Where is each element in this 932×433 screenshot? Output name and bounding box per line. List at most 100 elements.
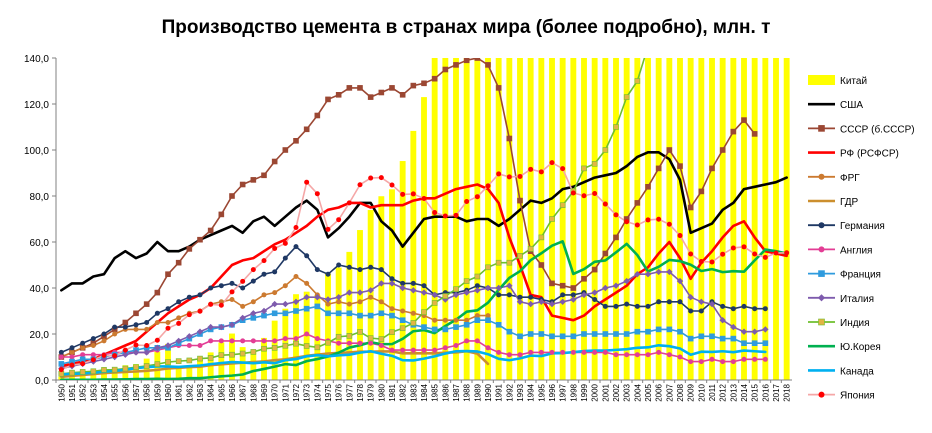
series-6-point xyxy=(474,338,480,344)
series-7-point xyxy=(591,331,598,337)
series-12-point xyxy=(741,244,747,250)
series-8-point xyxy=(623,277,630,285)
series-1-point xyxy=(666,147,673,153)
series-9-point xyxy=(282,342,289,349)
series-8-point xyxy=(452,291,460,299)
x-tick-label: 1994 xyxy=(527,383,536,401)
series-9-point xyxy=(527,246,534,252)
bar-china-1995 xyxy=(538,58,545,380)
x-tick-label: 2017 xyxy=(772,383,781,401)
series-5-point xyxy=(517,294,523,300)
series-8-point xyxy=(751,328,758,335)
y-tick-label: 100,0 xyxy=(24,146,49,157)
bar-china-1986 xyxy=(442,58,449,380)
series-3-point xyxy=(453,317,459,323)
x-tick-label: 1956 xyxy=(121,383,130,401)
series-6-point xyxy=(293,336,299,342)
series-3-point xyxy=(389,306,395,312)
series-8-point xyxy=(740,328,748,335)
y-tick-label: 0,0 xyxy=(35,376,49,387)
series-3-point xyxy=(485,313,491,319)
series-5-point xyxy=(634,303,640,309)
series-7-point xyxy=(570,333,577,340)
series-7-point xyxy=(335,310,342,317)
x-tick-label: 1950 xyxy=(57,383,66,401)
series-3-point xyxy=(218,299,224,305)
series-6-point xyxy=(752,356,758,362)
x-tick-label: 1976 xyxy=(335,383,344,401)
series-5-point xyxy=(474,283,480,289)
series-6-point xyxy=(442,345,448,351)
series-12-point xyxy=(560,166,566,172)
series-9-point xyxy=(261,345,267,352)
series-9-point xyxy=(602,147,609,153)
series-9-point xyxy=(239,350,246,357)
legend-label: СССР (б.СССР) xyxy=(840,123,915,135)
series-3-point xyxy=(464,317,470,323)
series-9-point xyxy=(431,300,438,306)
series-7-point xyxy=(751,340,758,347)
legend-item: Индия xyxy=(808,318,870,329)
series-7-point xyxy=(527,331,534,337)
series-5-point xyxy=(101,331,107,337)
series-1-point xyxy=(122,319,129,326)
series-5-point xyxy=(656,299,662,305)
series-7-point xyxy=(623,331,630,337)
series-6-point xyxy=(624,352,630,358)
legend-label: Италия xyxy=(840,294,874,305)
series-3-point xyxy=(90,343,96,348)
bar-china-2018 xyxy=(783,58,790,380)
series-6-point xyxy=(378,343,384,348)
series-5-point xyxy=(496,292,502,298)
series-8-point xyxy=(218,323,225,331)
series-12-point xyxy=(176,320,182,326)
series-12-point xyxy=(442,213,448,219)
series-12-point xyxy=(613,212,619,218)
series-5-point xyxy=(272,269,278,275)
bar-china-1985 xyxy=(431,58,438,380)
legend-item: Германия xyxy=(808,221,885,232)
x-tick-label: 1982 xyxy=(399,383,408,401)
series-12-point xyxy=(570,190,576,196)
legend-label: Китай xyxy=(840,76,867,87)
series-6-point xyxy=(602,349,608,355)
series-1-point xyxy=(229,193,235,199)
series-7-point xyxy=(687,335,694,342)
series-5-point xyxy=(602,303,608,309)
x-tick-label: 2015 xyxy=(751,383,760,401)
series-8-point xyxy=(324,296,332,303)
series-12-point xyxy=(229,289,235,295)
series-12-point xyxy=(400,191,406,197)
series-8-point xyxy=(463,289,470,296)
series-1-point xyxy=(378,89,385,96)
bar-china-1987 xyxy=(453,58,459,380)
series-9-point xyxy=(389,329,395,335)
x-tick-label: 1985 xyxy=(431,383,440,401)
series-12-point xyxy=(762,254,768,260)
series-6-point xyxy=(229,338,235,344)
series-6-point xyxy=(58,354,64,360)
x-tick-label: 1997 xyxy=(559,383,568,401)
legend-swatch xyxy=(808,75,835,85)
series-9-point xyxy=(399,325,406,332)
series-6-point xyxy=(240,338,246,344)
series-7-point xyxy=(538,331,545,337)
x-tick-label: 2004 xyxy=(633,383,642,401)
series-9-point xyxy=(421,309,427,315)
series-7-point xyxy=(549,333,555,340)
series-5-point xyxy=(421,283,427,289)
series-6-point xyxy=(688,359,694,365)
series-12-point xyxy=(261,258,267,264)
series-8-point xyxy=(356,289,364,296)
series-1-point xyxy=(538,262,545,268)
series-5-point xyxy=(688,308,694,314)
series-6-point xyxy=(485,345,491,351)
series-5-point xyxy=(528,294,534,300)
series-8-point xyxy=(570,296,577,303)
bar-china-1997 xyxy=(559,58,566,380)
series-9-point xyxy=(559,202,566,208)
y-tick-label: 40,0 xyxy=(30,284,50,295)
y-tick-label: 140,0 xyxy=(24,54,49,65)
series-7-point xyxy=(709,333,715,340)
x-tick-label: 2012 xyxy=(719,383,728,401)
